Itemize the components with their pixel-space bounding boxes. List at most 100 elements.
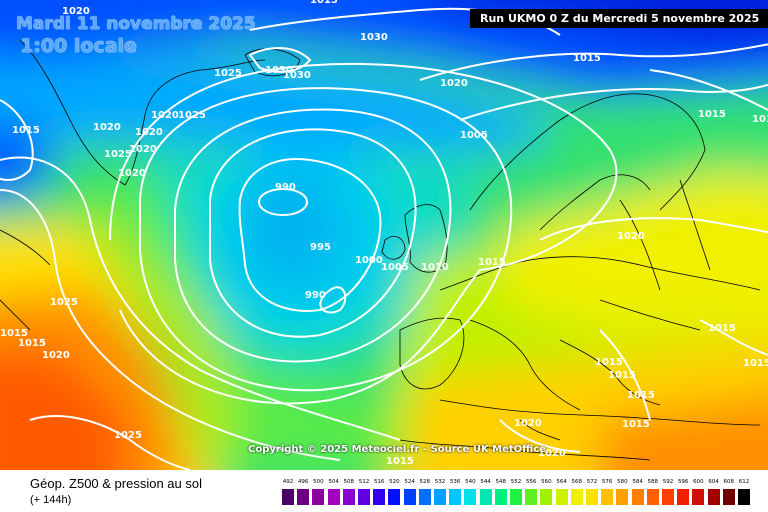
scale-value: 512 — [358, 479, 370, 485]
scale-swatch — [707, 489, 720, 505]
pressure-label: 1015 — [573, 53, 601, 64]
scale-swatch — [358, 489, 370, 505]
pressure-labels: 1020 1030 1030 1025 1030 1020 1015 1015 … — [0, 0, 768, 467]
scale-swatch — [722, 489, 735, 505]
pressure-label: 1030 — [265, 65, 293, 76]
scale-swatch — [646, 489, 659, 505]
scale-value: 536 — [449, 479, 461, 485]
copyright-notice: Copyright © 2025 Meteociel.fr - Source U… — [248, 444, 547, 455]
pressure-label: 1020 — [538, 448, 566, 459]
scale-value: 540 — [465, 479, 476, 485]
forecast-date: Mardi 11 novembre 2025 — [16, 14, 256, 34]
scale-swatch — [601, 489, 614, 505]
pressure-label: 1010 — [421, 262, 449, 273]
pressure-label: 1015 — [478, 257, 506, 268]
scale-value: 576 — [601, 479, 613, 485]
scale-swatch — [738, 489, 750, 505]
pressure-label: 1020 — [118, 168, 146, 179]
pressure-label: 1015 — [708, 323, 736, 334]
pressure-label: 1020 — [440, 78, 468, 89]
pressure-label: 1015 — [743, 358, 768, 369]
scale-value: 508 — [343, 479, 355, 485]
pressure-label: 1025 — [50, 297, 78, 308]
scale-value: 604 — [708, 479, 719, 485]
scale-value: 524 — [404, 479, 415, 485]
scale-value: 552 — [510, 479, 522, 485]
pressure-label: 1020 — [135, 127, 163, 138]
scale-swatch — [297, 489, 310, 505]
scale-swatch — [449, 489, 462, 505]
scale-swatch — [662, 489, 674, 505]
scale-swatch — [434, 489, 446, 505]
pressure-label: 1015 — [622, 419, 650, 430]
scale-swatch — [373, 489, 386, 505]
pressure-label: 1020 — [129, 144, 157, 155]
model-run-label: Run UKMO 0 Z du Mercredi 5 novembre 2025 — [470, 9, 768, 28]
scale-value: 592 — [662, 479, 674, 485]
scale-value: 572 — [586, 479, 598, 485]
scale-value: 584 — [632, 479, 643, 485]
scale-swatch — [570, 489, 583, 505]
scale-value: 496 — [297, 479, 309, 485]
pressure-label: 1000 — [355, 255, 383, 266]
pressure-label: 1020 — [93, 122, 121, 133]
scale-value: 520 — [389, 479, 400, 485]
scale-value: 596 — [677, 479, 689, 485]
scale-value: 560 — [541, 479, 552, 485]
pressure-label: 1015 — [627, 390, 655, 401]
scale-value: 544 — [480, 479, 491, 485]
scale-swatch — [403, 489, 416, 505]
scale-swatch — [388, 489, 401, 505]
pressure-label: 1025 — [178, 110, 206, 121]
coastlines — [0, 39, 761, 461]
pressure-label: 990 — [275, 182, 296, 193]
scale-swatch — [510, 489, 522, 505]
pressure-label: 1020 — [514, 418, 542, 429]
pressure-label: 1015 — [386, 456, 414, 467]
weather-map: 1020 1030 1030 1025 1030 1020 1015 1015 … — [0, 0, 768, 470]
pressure-label: 1015 — [18, 338, 46, 349]
scale-value: 528 — [419, 479, 431, 485]
forecast-time: 1:00 locale — [20, 35, 137, 57]
pressure-label: 1020 — [42, 350, 70, 361]
scale-value: 580 — [617, 479, 628, 485]
pressure-label: 1015 — [698, 109, 726, 120]
pressure-label: 1020 — [617, 231, 645, 242]
pressure-label: 1015 — [608, 370, 636, 381]
scale-value: 500 — [313, 479, 324, 485]
scale-value: 600 — [693, 479, 704, 485]
color-scale: 492 496 500 504 508 512 516 520 524 528 532 536 540 5… — [282, 479, 752, 507]
pressure-label: 990 — [305, 290, 326, 301]
scale-swatch — [464, 489, 477, 505]
pressure-label: 1030 — [283, 70, 311, 81]
pressure-label: 1030 — [360, 32, 388, 43]
scale-swatch — [418, 489, 431, 505]
scale-swatch — [631, 489, 644, 505]
scale-swatch — [586, 489, 598, 505]
scale-swatch — [342, 489, 355, 505]
pressure-label: 1005 — [460, 130, 488, 141]
scale-value: 588 — [647, 479, 659, 485]
scale-value: 608 — [723, 479, 735, 485]
scale-swatch — [312, 489, 325, 505]
scale-swatch — [555, 489, 568, 505]
pressure-label: 1015 — [310, 0, 338, 6]
scale-value: 492 — [282, 479, 294, 485]
scale-value: 516 — [373, 479, 385, 485]
scale-swatch — [525, 489, 538, 505]
pressure-label: 1020 — [151, 110, 179, 121]
scale-swatch — [677, 489, 690, 505]
pressure-label: 1015 — [595, 357, 623, 368]
scale-swatch — [327, 489, 340, 505]
scale-swatch — [479, 489, 492, 505]
scale-swatch — [692, 489, 705, 505]
scale-value: 564 — [556, 479, 567, 485]
scale-swatch — [616, 489, 629, 505]
pressure-label: 1015 — [752, 114, 768, 125]
scale-swatch — [494, 489, 507, 505]
pressure-label: 1025 — [114, 430, 142, 441]
pressure-label: 1015 — [0, 328, 28, 339]
legend-footer: Géop. Z500 & pression au sol (+ 144h) 49… — [0, 470, 768, 512]
forecast-lead-time: (+ 144h) — [30, 494, 72, 506]
